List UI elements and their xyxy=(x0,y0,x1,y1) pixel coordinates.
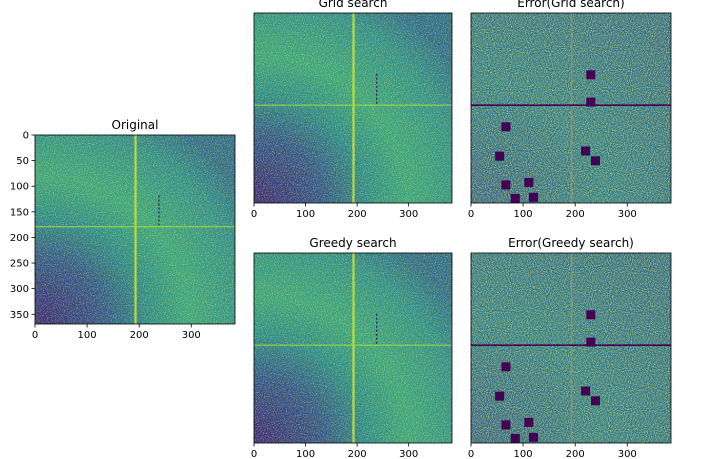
panel-title: Error(Grid search) xyxy=(517,0,624,10)
masked-block-9 xyxy=(529,432,538,442)
x-tick-label: 200 xyxy=(348,209,367,220)
y-tick-label: 50 xyxy=(16,156,29,167)
axes-frame xyxy=(470,252,672,444)
y-tick-label: 200 xyxy=(10,233,29,244)
panel-4: Greedy search 0 100 200 300 xyxy=(251,236,453,459)
x-tick-label: 100 xyxy=(296,449,315,459)
axes-frame xyxy=(253,252,453,444)
x-tick-label: 300 xyxy=(399,209,418,220)
panel-2: Grid search 0 100 200 300 xyxy=(251,0,453,220)
x-tick-label: 0 xyxy=(32,330,38,341)
masked-block-10 xyxy=(510,433,520,443)
panel-1: Original 0 100 200 300 0 50 100 150 200 250 300 350 xyxy=(10,118,236,341)
panel-3: Error(Grid search) 0 100 200 300 xyxy=(468,0,672,220)
x-tick-label: 0 xyxy=(251,449,257,459)
y-tick-label: 100 xyxy=(10,182,29,193)
masked-block-5 xyxy=(581,386,591,396)
y-tick-label: 300 xyxy=(10,284,29,295)
masked-block-6 xyxy=(590,156,600,166)
x-tick-label: 300 xyxy=(618,449,637,459)
masked-block-5 xyxy=(581,146,591,156)
axes-frame xyxy=(253,12,453,204)
y-tick-label: 350 xyxy=(10,310,29,321)
x-tick-label: 200 xyxy=(130,330,149,341)
masked-block-9 xyxy=(529,192,538,202)
x-tick-label: 300 xyxy=(399,449,418,459)
masked-block-10 xyxy=(510,193,520,203)
x-tick-label: 100 xyxy=(514,449,533,459)
x-tick-label: 100 xyxy=(78,330,97,341)
x-tick-label: 200 xyxy=(566,449,585,459)
panel-title: Greedy search xyxy=(309,236,396,250)
y-tick-label: 0 xyxy=(23,131,29,142)
panel-5: Error(Greedy search) 0 100 200 300 xyxy=(468,236,672,459)
masked-block-3 xyxy=(501,362,511,372)
masked-block-2 xyxy=(586,337,596,347)
masked-block-8 xyxy=(524,417,534,427)
masked-block-7 xyxy=(501,180,511,190)
x-tick-label: 300 xyxy=(182,330,201,341)
heatmap-image xyxy=(35,135,235,324)
masked-block-2 xyxy=(586,97,596,107)
masked-block-4 xyxy=(495,391,505,401)
masked-block-1 xyxy=(586,310,596,320)
masked-block-7 xyxy=(501,420,511,430)
x-tick-label: 0 xyxy=(468,449,474,459)
axes-frame xyxy=(470,12,672,204)
x-tick-label: 100 xyxy=(296,209,315,220)
panel-title: Original xyxy=(112,118,159,132)
axes-frame xyxy=(34,134,236,325)
x-tick-label: 0 xyxy=(251,209,257,220)
masked-block-8 xyxy=(524,177,534,187)
x-tick-label: 200 xyxy=(566,209,585,220)
heatmap-image xyxy=(254,13,452,203)
heatmap-image xyxy=(254,253,452,443)
heatmap-image xyxy=(471,253,671,443)
masked-block-1 xyxy=(586,70,596,80)
x-tick-label: 200 xyxy=(348,449,367,459)
x-tick-label: 300 xyxy=(618,209,637,220)
y-tick-label: 250 xyxy=(10,259,29,270)
panel-title: Error(Greedy search) xyxy=(508,236,634,250)
masked-block-4 xyxy=(495,151,505,161)
y-tick-label: 150 xyxy=(10,207,29,218)
heatmap-image xyxy=(471,13,671,203)
x-tick-label: 100 xyxy=(514,209,533,220)
masked-block-3 xyxy=(501,122,511,132)
panel-title: Grid search xyxy=(319,0,388,10)
masked-block-6 xyxy=(590,396,600,406)
x-tick-label: 0 xyxy=(468,209,474,220)
